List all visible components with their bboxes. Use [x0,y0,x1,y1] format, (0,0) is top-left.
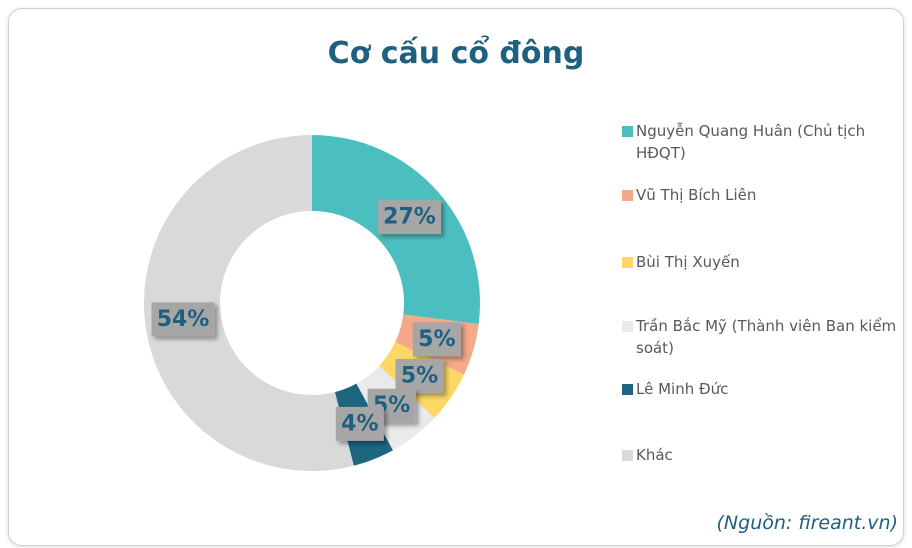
data-label-box [335,406,384,441]
data-label-text: 54% [157,307,210,332]
legend-label: Vũ Thị Bích Liên [636,186,757,204]
data-label: 5% [395,359,444,394]
data-label: 4% [335,406,384,441]
legend-item: Lê Minh Đức [622,378,902,400]
legend-swatch [622,126,633,137]
legend-item: Bùi Thị Xuyến [622,251,902,273]
legend-swatch [622,257,633,268]
legend-swatch [622,321,633,332]
data-label: 5% [412,322,461,357]
legend-swatch [622,190,633,201]
legend-label: Bùi Thị Xuyến [636,253,740,271]
source-note: (Nguồn: fireant.vn) [716,512,898,534]
legend-swatch [622,384,633,395]
data-label-text: 4% [341,411,378,436]
legend-item: Vũ Thị Bích Liên [622,184,902,206]
data-label-box [412,322,461,357]
legend-label: Khác [636,446,673,464]
data-label: 54% [151,302,215,337]
data-label-text: 5% [401,364,438,389]
data-label-box [395,359,444,394]
data-label-box [151,302,215,337]
legend-item: Nguyễn Quang Huân (Chủ tịch HĐQT) [622,120,902,164]
legend-label: Lê Minh Đức [636,380,729,398]
legend-item: Trần Bắc Mỹ (Thành viên Ban kiểm soát) [622,315,902,359]
data-label-box [378,200,442,235]
data-label-text: 27% [383,205,436,230]
data-label-text: 5% [418,327,455,352]
donut-slice [144,135,354,471]
legend-swatch [622,450,633,461]
data-label: 27% [378,200,442,235]
chart-title: Cơ cấu cổ đông [327,36,585,71]
legend-item: Khác [622,444,902,466]
legend-label: Trần Bắc Mỹ (Thành viên Ban kiểm soát) [636,317,897,357]
legend-label: Nguyễn Quang Huân (Chủ tịch HĐQT) [636,122,866,162]
